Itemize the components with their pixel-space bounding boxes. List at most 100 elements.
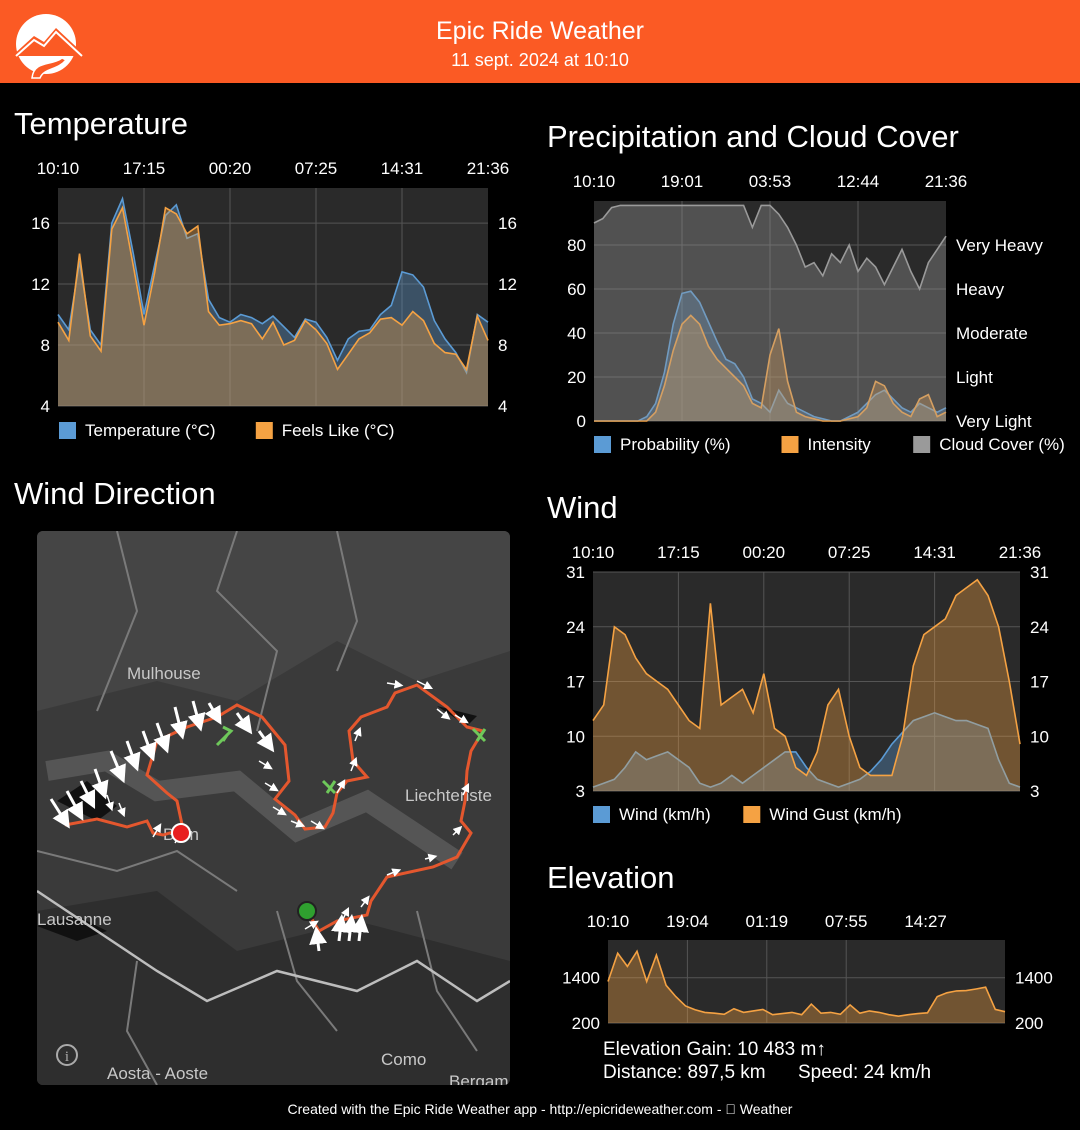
- wind-title: Wind: [547, 490, 618, 525]
- precipitation-series-line: [594, 314, 947, 422]
- temperature-legend-label: Temperature (°C): [85, 421, 216, 440]
- elevation-series-area: [608, 951, 1005, 1023]
- temperature-y-tick-right: 8: [498, 336, 507, 355]
- precipitation-legend-swatch: [913, 436, 931, 453]
- wind-x-tick: 14:31: [913, 543, 956, 562]
- wind-y-tick-right: 24: [1030, 618, 1049, 637]
- wind-arrows-small: [105, 679, 470, 930]
- precipitation-legend-label: Probability (%): [620, 435, 731, 454]
- precipitation-x-tick: 21:36: [925, 172, 968, 191]
- map-label-aosta: Aosta - Aoste: [107, 1064, 208, 1083]
- temperature-y-tick-left: 8: [41, 336, 50, 355]
- wind-y-tick-right: 17: [1030, 673, 1049, 692]
- map-country-border: [37, 889, 510, 1003]
- wind-y-tick-right: 10: [1030, 727, 1049, 746]
- wind-series-line: [592, 711, 1021, 788]
- temperature-x-tick: 21:36: [467, 159, 510, 178]
- precipitation-x-tick: 03:53: [749, 172, 792, 191]
- elevation-title: Elevation: [547, 860, 675, 895]
- temperature-x-tick: 00:20: [209, 159, 252, 178]
- elevation-y-tick-left: 200: [572, 1014, 600, 1033]
- elevation-x-tick: 10:10: [587, 912, 630, 931]
- wind-x-tick: 00:20: [743, 543, 786, 562]
- temperature-series-area: [58, 198, 488, 406]
- map-valley: [45, 750, 463, 870]
- precipitation-x-tick: 12:44: [837, 172, 880, 191]
- checkpoint-flag-icon-2: [321, 779, 337, 795]
- map-label-bergamo: Bergam: [449, 1072, 509, 1085]
- elevation-x-tick: 07:55: [825, 912, 868, 931]
- wind-direction-title: Wind Direction: [14, 476, 216, 511]
- route-start-marker[interactable]: [297, 901, 317, 921]
- app-header: Epic Ride Weather 11 sept. 2024 at 10:10: [0, 0, 1080, 83]
- wind-arrows-south: [309, 914, 369, 952]
- average-speed: Speed: 24 km/h: [798, 1062, 932, 1083]
- temperature-series-line: [57, 205, 489, 372]
- info-icon[interactable]: i: [56, 1044, 78, 1066]
- temperature-title: Temperature: [14, 106, 189, 141]
- wind-y-tick-left: 24: [566, 618, 585, 637]
- precipitation-intensity-label: Heavy: [956, 280, 1005, 299]
- temperature-x-tick: 10:10: [37, 159, 80, 178]
- precipitation-x-tick: 19:01: [661, 172, 704, 191]
- elevation-y-tick-right: 1400: [1015, 969, 1053, 988]
- temperature-plot-bg: [58, 188, 488, 406]
- precipitation-series-area: [594, 315, 946, 421]
- map-label-liechtenstein: Liechtenste: [405, 786, 492, 805]
- route-end-marker[interactable]: [171, 823, 191, 843]
- temperature-y-tick-left: 4: [41, 397, 50, 416]
- map-terrain-south: [37, 891, 510, 1085]
- wind-direction-map[interactable]: Mulhouse Liechtenste Lausanne Bern Aosta…: [37, 531, 510, 1085]
- precipitation-series-area: [594, 205, 946, 421]
- map-label-lausanne: Lausanne: [37, 910, 112, 929]
- footer: Created with the Epic Ride Weather app -…: [0, 1101, 1080, 1117]
- temperature-y-tick-right: 12: [498, 275, 517, 294]
- wind-x-tick: 10:10: [572, 543, 615, 562]
- precipitation-y-tick-left: 80: [567, 236, 586, 255]
- temperature-y-tick-left: 16: [31, 214, 50, 233]
- map-label-como: Como: [381, 1050, 426, 1069]
- temperature-x-tick: 07:25: [295, 159, 338, 178]
- temperature-y-tick-left: 12: [31, 275, 50, 294]
- wind-x-tick: 07:25: [828, 543, 871, 562]
- precipitation-series-line: [593, 204, 947, 292]
- precipitation-y-tick-left: 20: [567, 368, 586, 387]
- precipitation-legend-label: Intensity: [808, 435, 872, 454]
- temperature-legend-swatch: [255, 422, 273, 439]
- temperature-x-tick: 14:31: [381, 159, 424, 178]
- wind-series-line: [592, 578, 1021, 777]
- temperature-y-tick-right: 4: [498, 397, 507, 416]
- wind-x-tick: 21:36: [999, 543, 1042, 562]
- mountain-road-logo-icon: [12, 14, 86, 79]
- temperature-legend-swatch: [59, 422, 76, 439]
- temperature-x-tick: 17:15: [123, 159, 166, 178]
- elevation-x-tick: 01:19: [746, 912, 789, 931]
- map-terrain-north: [37, 531, 510, 711]
- wind-legend-swatch: [593, 806, 610, 823]
- wind-legend-swatch: [743, 806, 761, 823]
- wind-x-tick: 17:15: [657, 543, 700, 562]
- wind-series-area: [593, 712, 1020, 791]
- footer-weather: Weather: [732, 1101, 793, 1117]
- wind-legend-label: Wind Gust (km/h): [769, 805, 901, 824]
- checkpoint-flag-icon-3: [471, 727, 487, 743]
- elevation-series-line: [607, 949, 1006, 1018]
- temperature-legend-label: Feels Like (°C): [282, 421, 395, 440]
- precipitation-intensity-label: Moderate: [956, 324, 1028, 343]
- temperature-y-tick-right: 16: [498, 214, 517, 233]
- wind-y-tick-left: 10: [566, 727, 585, 746]
- map-borders: [37, 531, 478, 1085]
- elevation-x-tick: 19:04: [666, 912, 709, 931]
- precipitation-legend-swatch: [781, 436, 799, 453]
- precipitation-y-tick-left: 40: [567, 324, 586, 343]
- elevation-gain: Elevation Gain: 10 483 m↑: [603, 1039, 826, 1060]
- svg-text:i: i: [65, 1049, 69, 1065]
- footer-text[interactable]: Created with the Epic Ride Weather app -…: [287, 1101, 726, 1117]
- temperature-series-line: [57, 196, 489, 375]
- temperature-series-area: [58, 207, 488, 406]
- wind-y-tick-right: 3: [1030, 782, 1039, 801]
- precipitation-legend-swatch: [594, 436, 611, 453]
- wind-series-area: [593, 579, 1020, 791]
- wind-y-tick-left: 31: [566, 563, 585, 582]
